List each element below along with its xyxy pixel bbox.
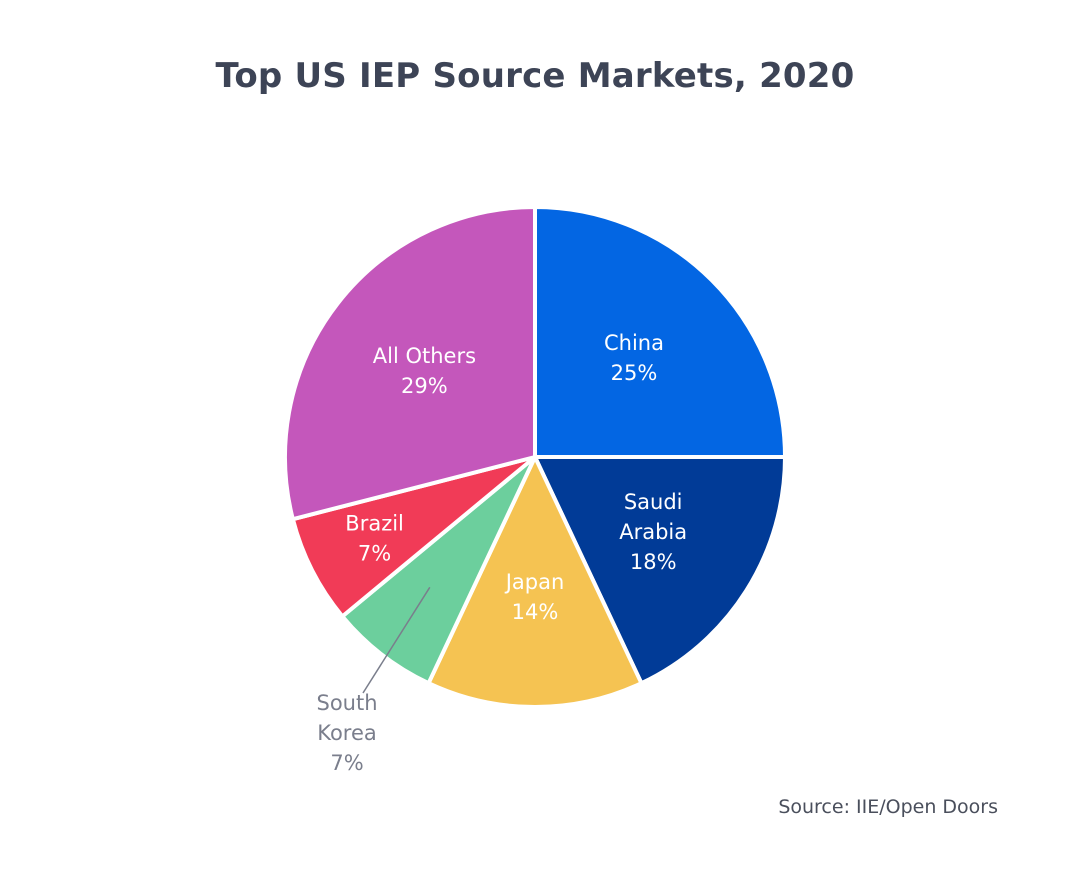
slice-name-saudi-arabia: Arabia [619,520,687,544]
pie-slice-japan [426,455,644,709]
slice-name-south-korea: Korea [317,721,377,745]
slice-name-all-others: All Others [373,344,476,368]
pie-slice-south-korea [340,455,537,686]
slice-label-japan: Japan 14% [504,570,565,624]
pie-slice-china [533,205,787,459]
slice-label-brazil: Brazil 7% [345,512,404,566]
slice-label-saudi-arabia: Saudi Arabia 18% [619,490,687,574]
slice-name-japan: Japan [504,570,565,594]
slice-name-south-korea: South [316,691,377,715]
slice-name-saudi-arabia: Saudi [624,490,683,514]
leader-line-south-korea [362,586,431,694]
slice-value-china: 25% [611,361,658,385]
slice-value-south-korea: 7% [330,751,363,775]
slice-label-all-others: All Others 29% [373,344,476,398]
chart-title: Top US IEP Source Markets, 2020 [215,56,855,96]
slice-value-japan: 14% [512,600,559,624]
slice-label-china: China 25% [604,331,664,385]
pie-slice-all-others [283,205,537,522]
pie-slice-brazil [290,455,537,619]
slice-value-all-others: 29% [401,374,448,398]
slice-name-brazil: Brazil [345,512,404,536]
slice-value-brazil: 7% [358,542,391,566]
slice-name-china: China [604,331,664,355]
chart-source: Source: IIE/Open Doors [778,796,998,818]
slice-label-south-korea: South Korea 7% [316,691,377,775]
pie-slice-saudi-arabia [533,455,787,686]
slice-value-saudi-arabia: 18% [630,550,677,574]
